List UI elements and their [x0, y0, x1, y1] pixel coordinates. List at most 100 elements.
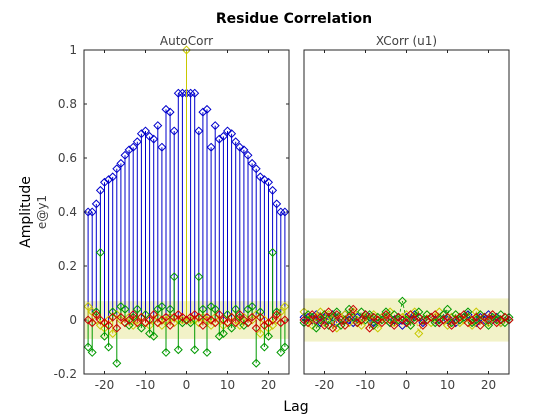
stem-marker [136, 323, 146, 333]
scatter-point [377, 312, 387, 322]
stem-marker [186, 318, 196, 328]
scatter-point [430, 318, 440, 328]
scatter-point [455, 312, 465, 322]
stem-marker [99, 177, 110, 187]
scatter-point [488, 310, 498, 320]
scatter-point [373, 315, 383, 325]
scatter-point [373, 323, 383, 333]
scatter-point [401, 315, 412, 325]
stem-marker [280, 301, 290, 312]
stem-marker [218, 328, 228, 339]
scatter-point [307, 310, 317, 320]
stem-marker [210, 318, 220, 328]
stem-marker [235, 320, 245, 330]
stem-marker [243, 150, 253, 160]
stem-marker [255, 312, 265, 322]
scatter-point [348, 312, 358, 322]
scatter-point [479, 312, 489, 322]
stem-marker [259, 320, 269, 330]
stem-marker [268, 185, 278, 195]
scatter-point [319, 310, 330, 320]
stem-marker [124, 145, 134, 155]
scatter-point [365, 310, 375, 320]
stem-marker [231, 315, 241, 325]
scatter-point [303, 315, 313, 325]
scatter-point [352, 312, 362, 322]
stem-marker [186, 312, 196, 322]
y-tick-label: 0.4 [58, 205, 77, 219]
x-tick-label: 0 [183, 378, 191, 392]
scatter-point [463, 312, 473, 322]
figure-title: Residue Correlation [216, 11, 372, 27]
scatter-point [406, 320, 416, 330]
stem-marker [169, 126, 179, 136]
series-line [303, 308, 510, 330]
stem-marker [136, 129, 146, 139]
autocorr-panel: AutoCorr -20 -10 0 10 20 -0.2 0 0.2 0.4 0.6 0.8 1 [54, 34, 290, 392]
stem-marker [120, 304, 130, 314]
scatter-point [311, 323, 321, 333]
scatter-point [324, 320, 334, 330]
scatter-point [459, 310, 469, 320]
scatter-point [324, 307, 334, 317]
stem-marker [243, 318, 253, 328]
stem-marker [87, 318, 97, 328]
scatter-point [442, 312, 453, 322]
scatter-point [496, 310, 506, 320]
stem-marker [239, 320, 249, 330]
xcorr-panel: XCorr (u1) -20 -10 0 10 20 [299, 34, 514, 392]
y-tick-label: 1 [69, 43, 77, 57]
stem-marker [87, 207, 97, 217]
stem-marker [124, 315, 134, 325]
scatter-point [414, 312, 424, 322]
stem-marker [251, 310, 261, 320]
panel-title: XCorr (u1) [376, 34, 437, 48]
stem-marker [140, 126, 151, 136]
series-3 [83, 310, 290, 333]
stem-marker [157, 301, 167, 312]
stem-marker [222, 126, 233, 136]
scatter-point [483, 315, 494, 325]
scatter-point [475, 310, 485, 320]
stem-marker [206, 142, 216, 152]
stem-marker [272, 310, 282, 320]
scatter-point [492, 315, 502, 325]
stem-marker [108, 172, 118, 182]
scatter-point [438, 310, 448, 320]
stem-marker [83, 315, 93, 325]
scatter-point [418, 315, 428, 325]
stem-marker [255, 172, 265, 182]
stem-marker [173, 345, 183, 355]
stem-marker [165, 107, 175, 117]
stem-marker [231, 137, 241, 147]
scatter-point [377, 318, 387, 328]
stem-marker [112, 323, 122, 333]
stem-marker [177, 88, 187, 98]
scatter-point [500, 318, 510, 328]
scatter-point [311, 310, 321, 320]
scatter-point [397, 296, 407, 306]
stem-marker [140, 318, 151, 328]
scatter-point [381, 307, 391, 317]
scatter-point [414, 328, 424, 339]
stem-marker [194, 312, 204, 322]
stem-marker [132, 304, 142, 314]
stem-marker [198, 304, 208, 314]
scatter-point [360, 315, 371, 325]
stem-marker [255, 328, 265, 339]
stem-marker [181, 45, 192, 55]
stem-marker [276, 318, 286, 328]
stem-marker [145, 328, 155, 339]
stem-marker [165, 320, 175, 330]
stem-marker [251, 323, 261, 333]
stem-marker [132, 137, 142, 147]
stem-marker [259, 342, 269, 352]
stem-marker [268, 320, 278, 330]
stem-marker [169, 312, 179, 322]
stem-marker [210, 304, 220, 314]
stem-marker [202, 347, 212, 357]
series-1 [83, 45, 290, 339]
stem-marker [206, 315, 216, 325]
scatter-point [381, 310, 391, 320]
stem-marker [214, 310, 224, 320]
